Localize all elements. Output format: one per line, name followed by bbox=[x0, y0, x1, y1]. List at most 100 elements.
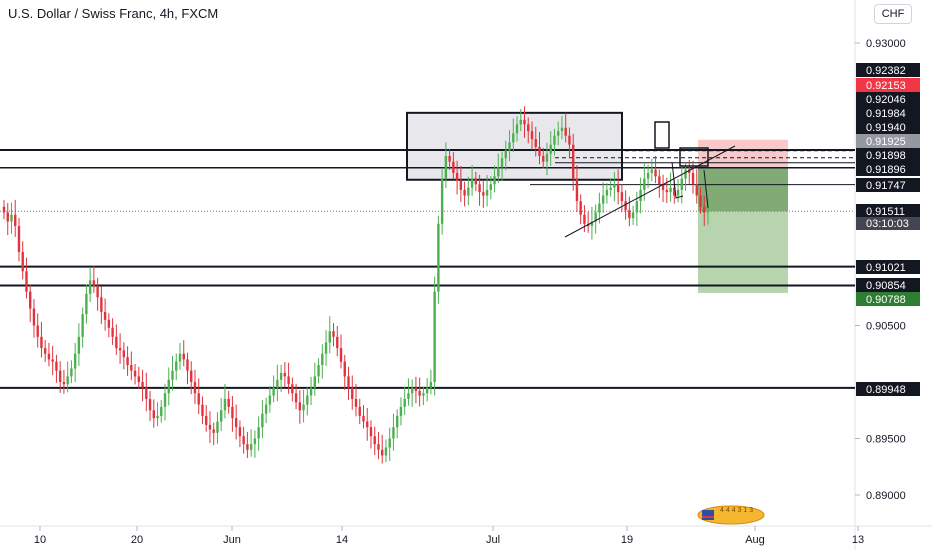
candle-body bbox=[560, 127, 564, 132]
candle-body bbox=[590, 221, 594, 227]
candle-body bbox=[73, 353, 77, 369]
candle-body bbox=[512, 133, 515, 143]
candle-body bbox=[373, 436, 376, 445]
candle-body bbox=[680, 178, 683, 190]
candle-body bbox=[508, 142, 511, 151]
candle-body bbox=[137, 376, 141, 382]
y-tick-label: 0.93000 bbox=[866, 38, 906, 50]
candle-body bbox=[643, 178, 646, 190]
candle-body bbox=[111, 327, 114, 337]
x-tick-label: Jun bbox=[223, 534, 241, 546]
candle-body bbox=[658, 176, 661, 185]
projection-arrow bbox=[703, 169, 709, 209]
currency-button[interactable]: CHF bbox=[874, 4, 912, 24]
candle-body bbox=[493, 176, 496, 185]
candle-body bbox=[635, 201, 639, 213]
candle-body bbox=[145, 387, 148, 399]
price-tag-label: 0.91940 bbox=[866, 122, 906, 134]
y-tick-label: 0.89500 bbox=[866, 434, 906, 446]
countdown-tag: 03:10:03 bbox=[856, 217, 920, 230]
candle-body bbox=[118, 348, 122, 351]
candle-body bbox=[122, 350, 126, 358]
candle-body bbox=[497, 167, 500, 177]
candle-body bbox=[530, 131, 534, 140]
candle-body bbox=[410, 387, 414, 394]
candle-body bbox=[283, 372, 287, 377]
candle-body bbox=[568, 135, 571, 145]
price-tag-label: 0.91511 bbox=[866, 206, 905, 218]
candle-body bbox=[433, 291, 436, 382]
candle-body bbox=[152, 410, 155, 419]
price-tag-label: 0.90854 bbox=[866, 280, 906, 292]
candle-body bbox=[253, 438, 257, 445]
price-tag: 0.89948 bbox=[856, 382, 920, 396]
candle-body bbox=[88, 280, 92, 294]
candle-body bbox=[669, 187, 672, 193]
candle-body bbox=[216, 421, 219, 433]
candle-body bbox=[661, 184, 665, 190]
candle-body bbox=[467, 187, 470, 196]
candle-body bbox=[706, 211, 710, 213]
candle-body bbox=[85, 293, 88, 315]
price-tag: 0.91021 bbox=[856, 260, 920, 274]
candle-body bbox=[523, 119, 526, 125]
price-tag-label: 0.90788 bbox=[866, 294, 906, 306]
candle-body bbox=[609, 187, 612, 190]
candle-body bbox=[208, 424, 212, 430]
price-tag: 0.91511 bbox=[856, 204, 920, 218]
candle-body bbox=[384, 447, 388, 456]
candle-body bbox=[47, 353, 51, 360]
candle-body bbox=[186, 359, 189, 371]
candle-body bbox=[392, 427, 395, 439]
price-tag-bg bbox=[856, 178, 920, 192]
candle-body bbox=[6, 212, 9, 222]
price-tag: 0.91747 bbox=[856, 178, 920, 192]
candle-body bbox=[598, 203, 601, 213]
candle-body bbox=[58, 370, 62, 382]
candle-body bbox=[343, 361, 346, 377]
candle-body bbox=[553, 135, 556, 145]
candle-body bbox=[298, 402, 302, 411]
candle-body bbox=[234, 418, 238, 428]
candle-body bbox=[328, 331, 331, 343]
candle-body bbox=[242, 436, 245, 445]
candle-body bbox=[107, 319, 111, 328]
chart-title: U.S. Dollar / Swiss Franc, 4h, FXCM bbox=[8, 6, 219, 21]
candle-body bbox=[115, 336, 118, 349]
candle-body bbox=[425, 387, 429, 394]
candle-body bbox=[429, 382, 433, 388]
candle-body bbox=[313, 376, 317, 388]
candle-body bbox=[665, 189, 669, 193]
price-tag-bg bbox=[856, 106, 920, 120]
price-tag-bg bbox=[856, 92, 920, 106]
price-tag-label: 0.91925 bbox=[866, 136, 906, 148]
candle-body bbox=[369, 427, 373, 437]
candle-body bbox=[70, 368, 73, 377]
candle-body bbox=[40, 336, 43, 349]
price-tag-bg bbox=[856, 134, 920, 148]
candle-body bbox=[268, 395, 272, 405]
price-tag-label: 0.91896 bbox=[866, 164, 906, 176]
candle-body bbox=[287, 376, 290, 385]
candle-body bbox=[489, 184, 493, 190]
candle-body bbox=[575, 178, 579, 202]
price-tag-label: 0.92153 bbox=[866, 80, 906, 92]
candle-body bbox=[182, 353, 185, 360]
candle-body bbox=[485, 189, 489, 196]
price-tag: 0.90854 bbox=[856, 278, 920, 292]
candle-body bbox=[246, 444, 249, 450]
candle-body bbox=[126, 357, 129, 366]
candle-body bbox=[36, 325, 39, 337]
candle-body bbox=[564, 127, 567, 136]
candle-body bbox=[601, 195, 605, 204]
candle-body bbox=[193, 382, 197, 394]
candle-body bbox=[324, 342, 328, 354]
price-tag-bg bbox=[856, 292, 920, 306]
x-tick-label: 20 bbox=[131, 534, 143, 546]
x-tick-label: 13 bbox=[852, 534, 864, 546]
candle-body bbox=[605, 189, 609, 196]
candle-body bbox=[163, 393, 167, 407]
candle-body bbox=[362, 415, 365, 422]
candle-body bbox=[354, 398, 358, 407]
